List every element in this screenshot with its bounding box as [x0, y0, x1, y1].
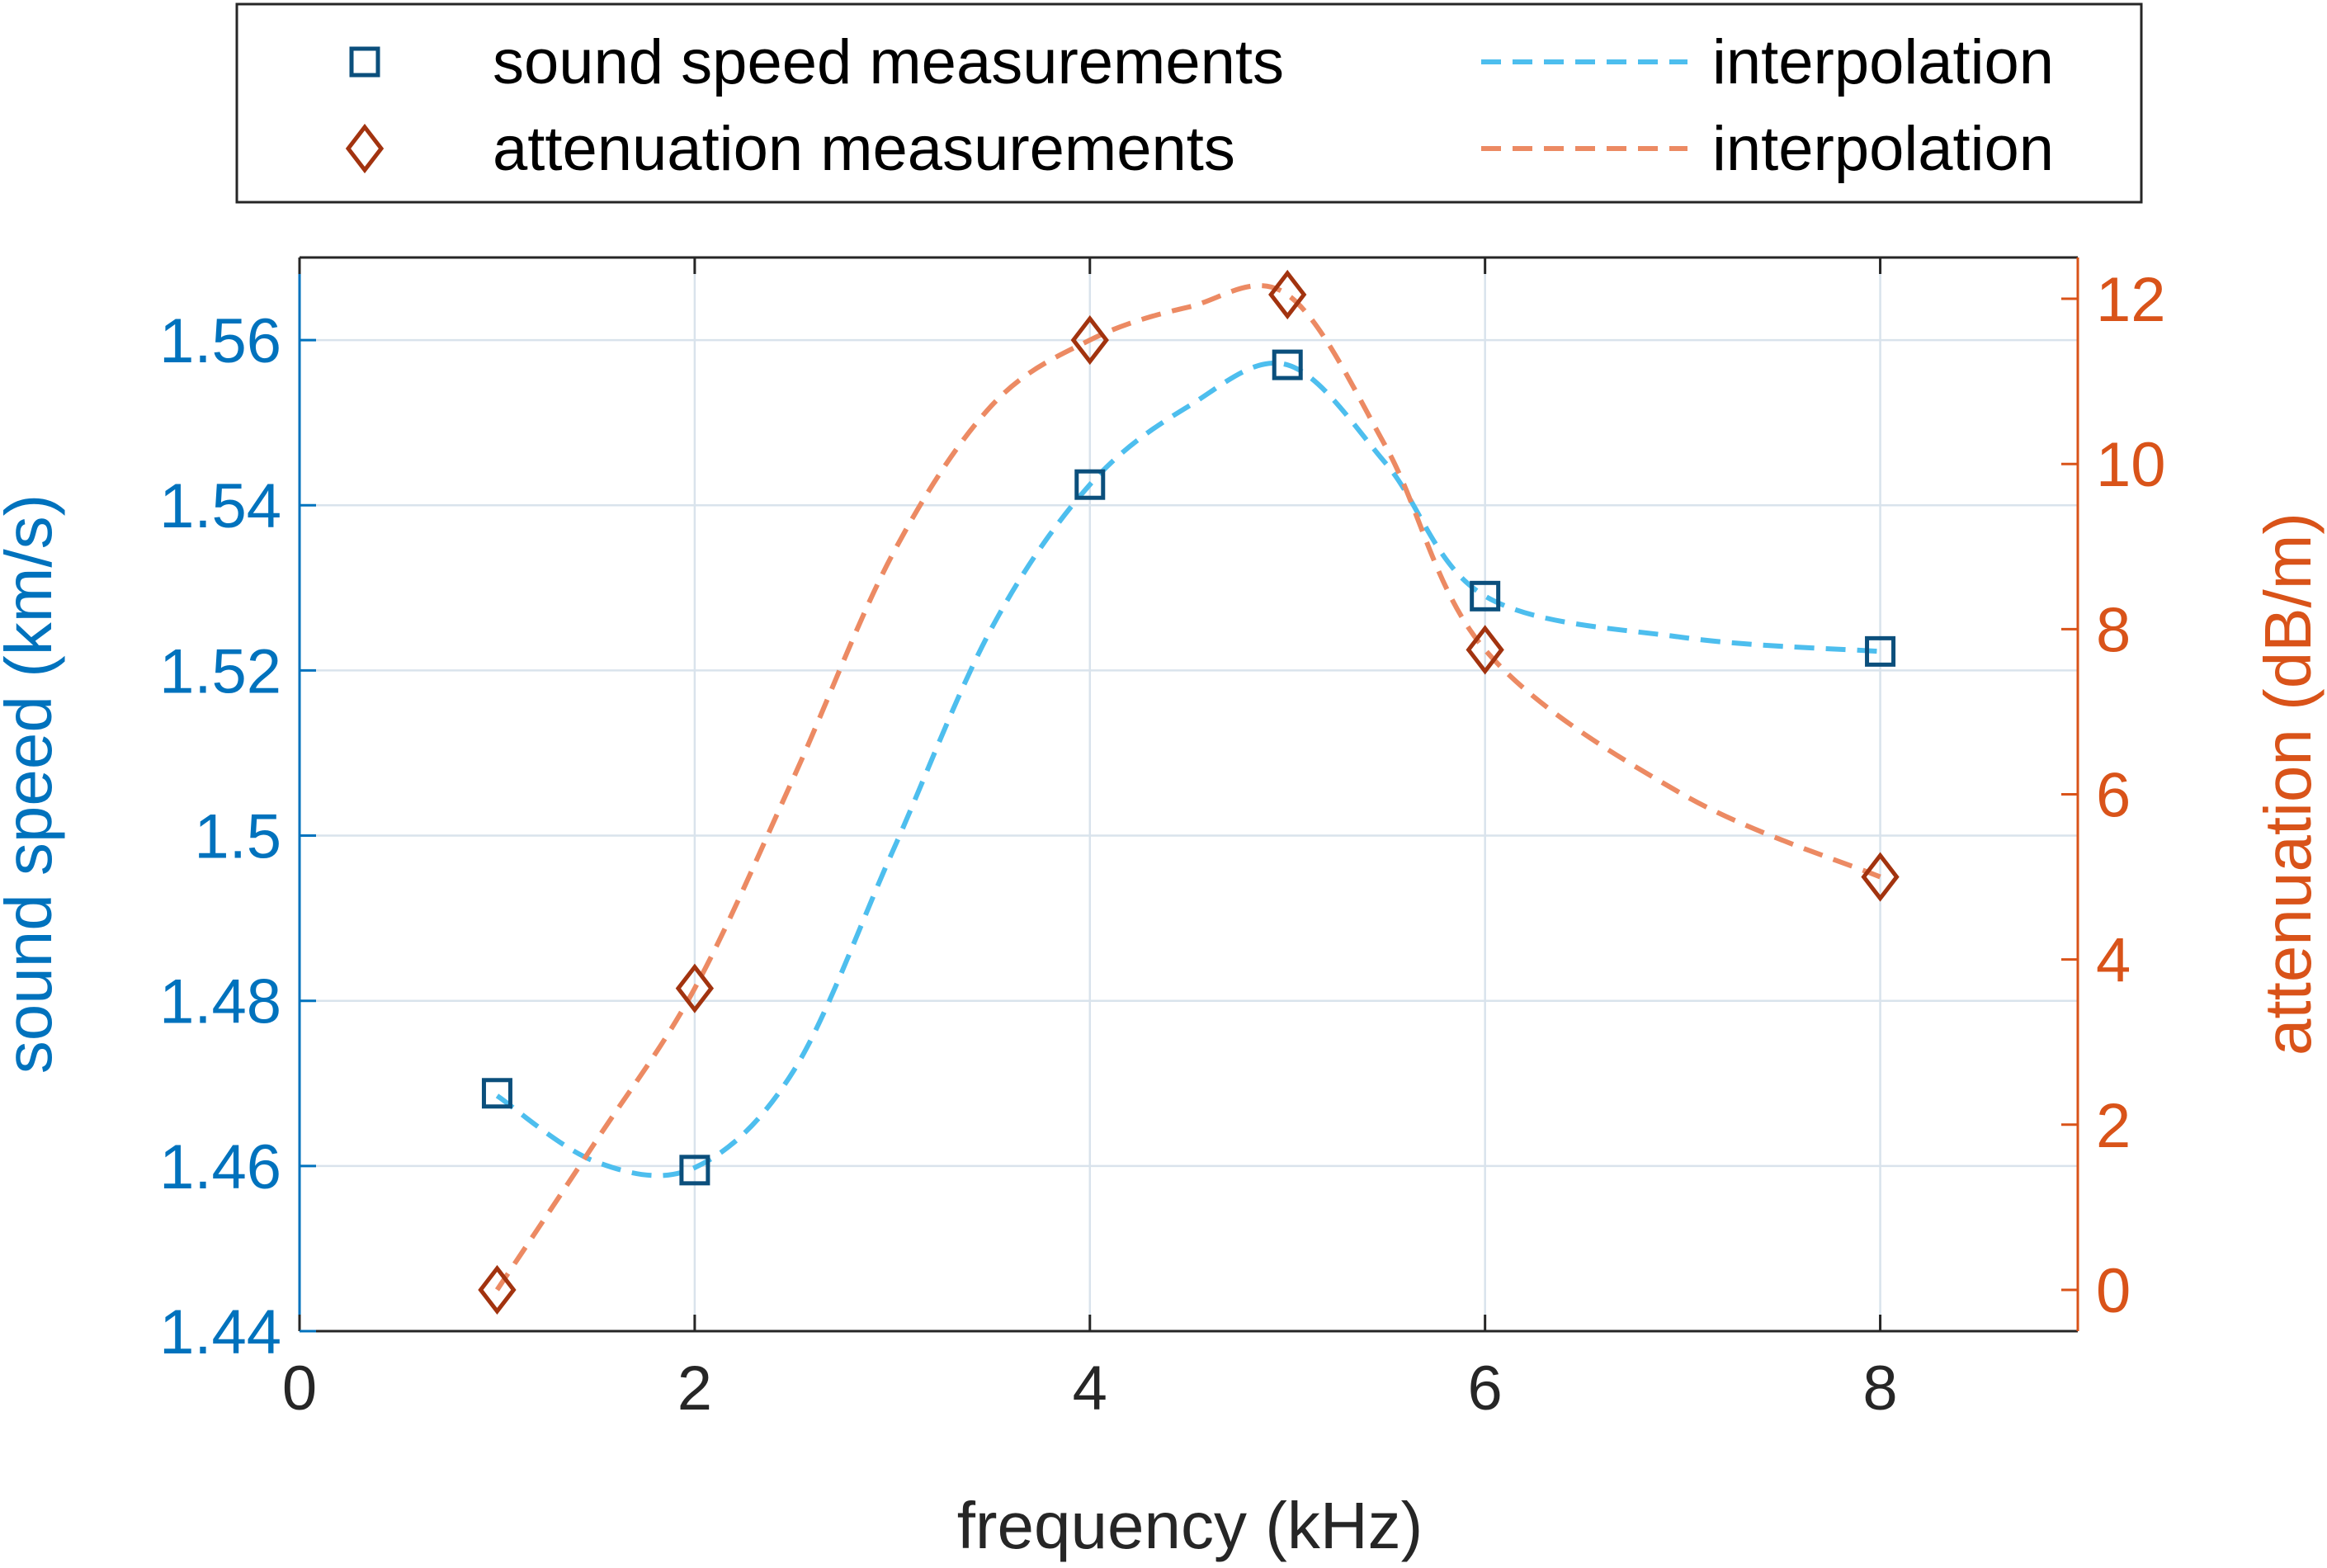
legend-diamond-icon — [345, 123, 385, 174]
y-right-tick-label: 6 — [2096, 761, 2131, 831]
x-tick-label: 2 — [677, 1353, 712, 1424]
sound-speed-point — [1074, 469, 1106, 500]
y-right-tick-label: 10 — [2096, 430, 2166, 500]
y-left-tick-label: 1.56 — [159, 306, 281, 376]
y-left-tick-label: 1.5 — [194, 802, 281, 872]
attenuation-point — [1268, 269, 1307, 320]
y-left-tick-label: 1.48 — [159, 967, 281, 1037]
series-layer — [478, 269, 1900, 1315]
y-right-tick-label: 8 — [2096, 595, 2131, 665]
y-right-tick-label: 12 — [2096, 265, 2166, 335]
y-left-tick-label: 1.46 — [159, 1132, 281, 1202]
x-tick-label: 8 — [1862, 1353, 1897, 1424]
interpolation-line — [495, 361, 1881, 1178]
attenuation-point — [1070, 314, 1109, 366]
attenuation-point — [478, 1264, 517, 1315]
attenuation-interpolation-series — [494, 283, 1881, 1292]
y-left-tick-label: 1.52 — [159, 636, 281, 706]
legend-entry: attenuation measurements — [345, 114, 1235, 184]
legend-label: sound speed measurements — [493, 27, 1284, 97]
legend: sound speed measurements attenuation meas… — [345, 27, 2054, 184]
y-left-tick-label: 1.44 — [159, 1297, 281, 1367]
sound-speed-point — [679, 1155, 710, 1186]
legend-entry: interpolation — [1481, 114, 2054, 184]
sound-speed-point — [1865, 635, 1896, 667]
sound-speed-point — [1272, 349, 1303, 380]
y-right-tick-label: 2 — [2096, 1091, 2131, 1161]
sound-speed-point — [1470, 580, 1501, 612]
x-tick-label: 6 — [1468, 1353, 1503, 1424]
y-left-tick-label: 1.54 — [159, 471, 281, 541]
x-axis-title: frequency (kHz) — [957, 1489, 1423, 1562]
attenuation-point — [1861, 852, 1900, 902]
y-right-tick-label: 0 — [2096, 1256, 2131, 1326]
y-axis-left-title: sound speed (km/s) — [0, 494, 65, 1074]
interpolation-line — [494, 283, 1881, 1292]
axes: 0 2 4 6 8 1.44 1.46 1.48 1.5 1.52 1.54 1.56 0 2 4 6 8 10 1… — [159, 256, 2166, 1424]
y-axis-right-title: attenuation (dB/m) — [2251, 512, 2325, 1056]
grid — [300, 257, 2078, 1331]
attenuation-point — [675, 963, 715, 1013]
legend-entry: interpolation — [1481, 27, 2054, 97]
legend-square-icon — [349, 46, 380, 78]
x-tick-label: 0 — [282, 1353, 317, 1424]
sound-speed-point — [481, 1078, 512, 1109]
attenuation-point — [1466, 625, 1504, 675]
x-tick-label: 4 — [1073, 1353, 1107, 1424]
legend-label: attenuation measurements — [493, 114, 1235, 184]
y-right-tick-label: 4 — [2096, 926, 2131, 996]
sound-speed-measurements-series — [481, 349, 1896, 1186]
legend-label: interpolation — [1712, 114, 2054, 184]
sound-speed-interpolation-series — [495, 361, 1881, 1178]
legend-box — [235, 2, 2143, 204]
legend-entry: sound speed measurements — [349, 27, 1284, 97]
attenuation-measurements-series — [478, 269, 1900, 1315]
legend-label: interpolation — [1712, 27, 2054, 97]
